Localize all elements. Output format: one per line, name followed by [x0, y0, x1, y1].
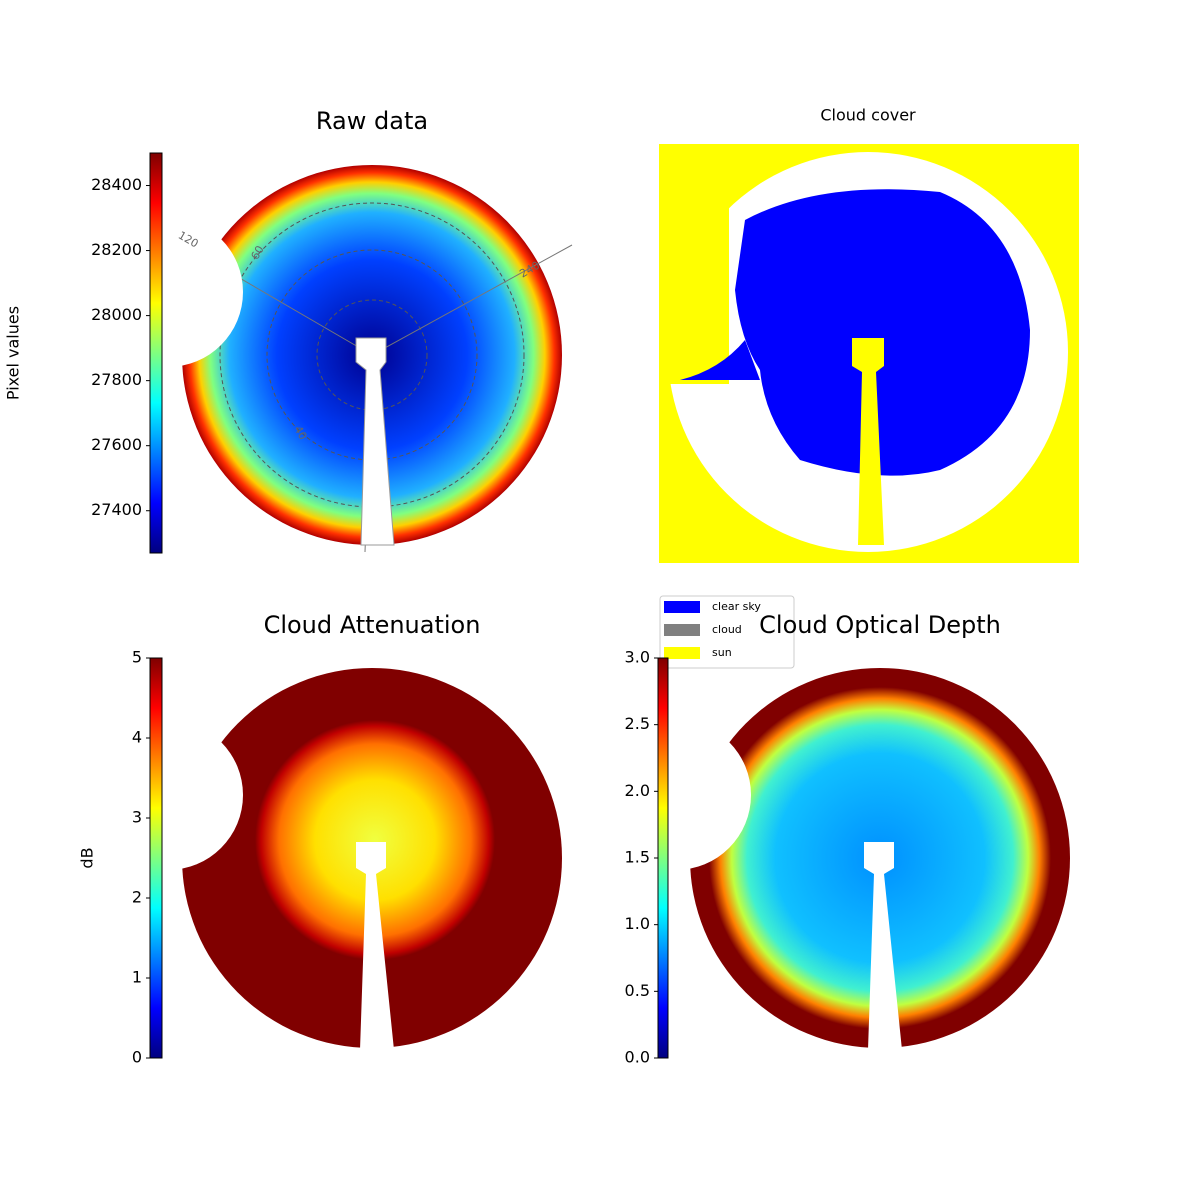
- colorbar-tick-label: 5: [132, 648, 142, 667]
- legend-swatch: [664, 624, 700, 636]
- panel-title: Cloud Attenuation: [264, 611, 481, 639]
- legend-label: cloud: [712, 623, 742, 636]
- colorbar-tick-label: 28200: [91, 240, 142, 259]
- colorbar-tick-label: 2.0: [625, 781, 650, 800]
- cloud-cover-image: [659, 144, 1079, 563]
- colorbar-tick-label: 1.5: [625, 848, 650, 867]
- colorbar-label: Pixel values: [4, 306, 23, 400]
- colorbar: [657, 657, 669, 1059]
- panel-title: Cloud Optical Depth: [759, 611, 1001, 639]
- colorbar-tick-label: 1.0: [625, 914, 650, 933]
- polar-annotation: 40: [291, 423, 309, 442]
- colorbar-tick-label: 2: [132, 888, 142, 907]
- colorbar-tick-label: 1: [132, 968, 142, 987]
- colorbar-tick-label: 27400: [91, 500, 142, 519]
- colorbar-tick-label: 3.0: [625, 648, 650, 667]
- colorbar-tick-label: 27800: [91, 370, 142, 389]
- attenuation-image: [93, 668, 562, 1050]
- legend-label: clear sky: [712, 600, 761, 613]
- colorbar-tick-label: 4: [132, 728, 142, 747]
- colorbar: [149, 657, 163, 1059]
- legend-swatch: [664, 601, 700, 613]
- legend-label: sun: [712, 646, 732, 659]
- panel-title: Cloud cover: [820, 106, 916, 125]
- colorbar-tick-label: 0.5: [625, 981, 650, 1000]
- colorbar: [149, 152, 163, 554]
- optical-depth-image: [601, 668, 1070, 1050]
- colorbar-tick-label: 3: [132, 808, 142, 827]
- colorbar-tick-label: 27600: [91, 435, 142, 454]
- legend-swatch: [664, 647, 700, 659]
- colorbar-tick-label: 28000: [91, 305, 142, 324]
- raw-image: [93, 165, 573, 553]
- colorbar-tick-label: 28400: [91, 175, 142, 194]
- colorbar-tick-label: 0: [132, 1048, 142, 1067]
- panel-title: Raw data: [316, 107, 428, 135]
- colorbar-tick-label: 2.5: [625, 714, 650, 733]
- colorbar-label: dB: [78, 847, 97, 868]
- polar-annotation: 60: [248, 243, 266, 262]
- colorbar-tick-label: 0.0: [625, 1048, 650, 1067]
